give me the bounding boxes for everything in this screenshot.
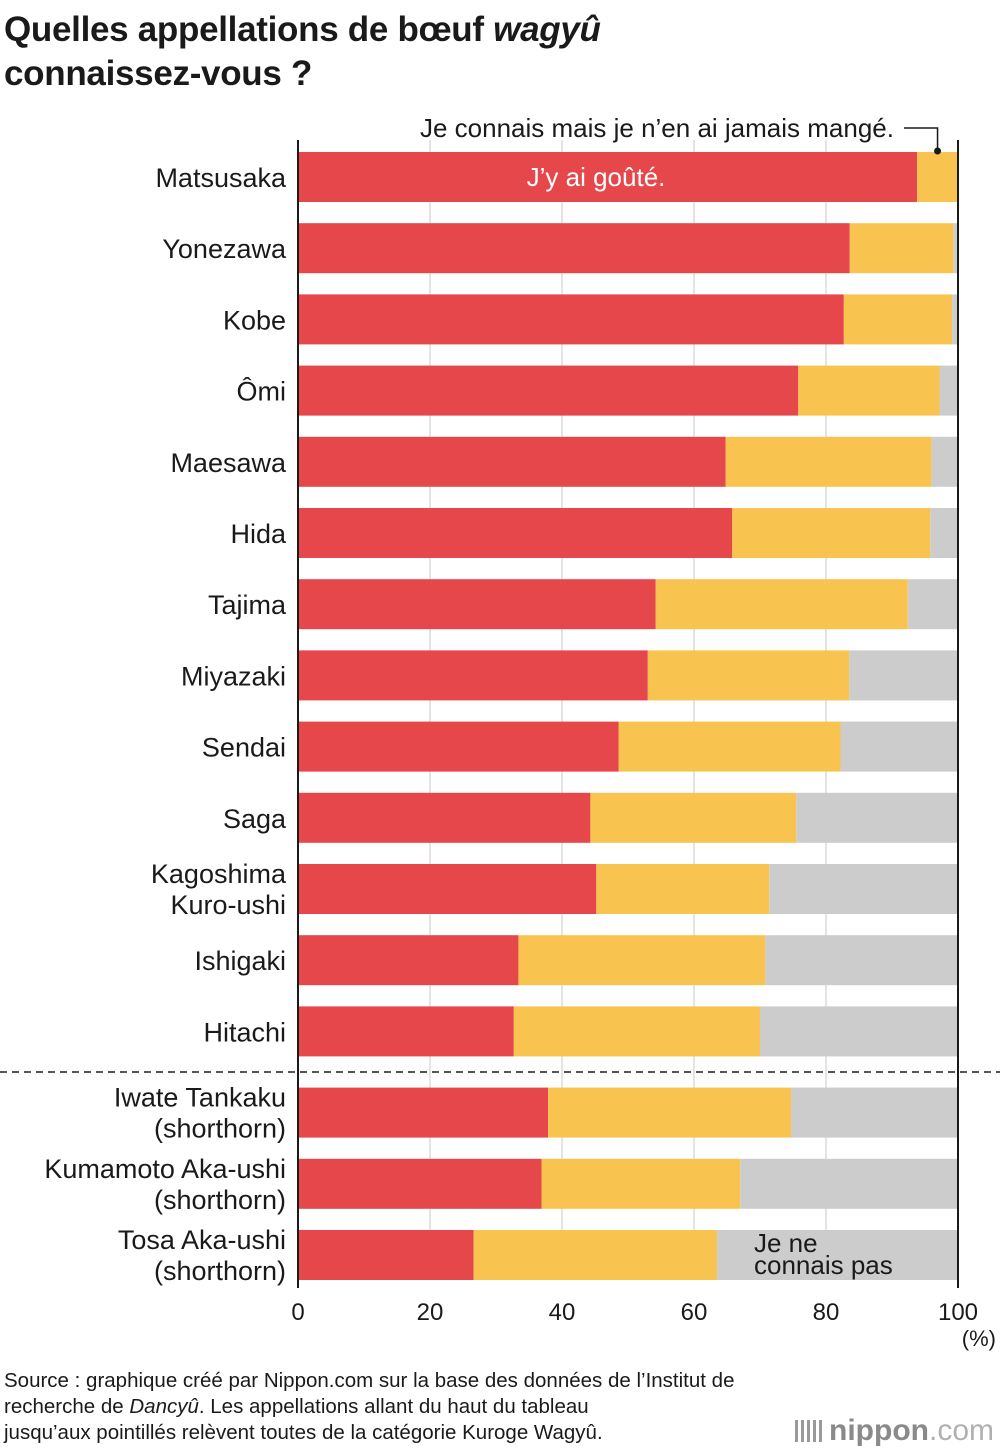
logo-bars-icon (795, 1420, 824, 1442)
bar-segment (939, 365, 958, 416)
chart-title: Quelles appellations de bœuf wagyû conna… (4, 8, 994, 96)
bar-segment (717, 1230, 958, 1280)
bar-segment (655, 579, 908, 630)
x-tick-label: 40 (549, 1299, 576, 1326)
bar-segment (541, 1158, 741, 1209)
bar-segment (917, 152, 958, 202)
bar-segment (952, 294, 958, 345)
category-label: Sendai (202, 733, 286, 763)
bar-segment (732, 508, 931, 558)
bar-segment (298, 864, 597, 914)
x-unit-label: (%) (962, 1326, 996, 1351)
category-label: Tosa Aka-ushi (118, 1225, 286, 1255)
bar-segment (791, 1087, 958, 1138)
bar-segment (740, 1158, 958, 1209)
category-label: Ômi (237, 376, 287, 407)
bar-segment (473, 1230, 718, 1280)
bar-segment (518, 935, 766, 986)
category-label: Iwate Tankaku (114, 1083, 286, 1113)
bar-segment (298, 1087, 549, 1138)
x-tick-label: 20 (417, 1299, 444, 1326)
bar-segment (298, 1158, 542, 1209)
bar-segment (725, 436, 932, 487)
category-label: Kumamoto Aka-ushi (44, 1154, 286, 1184)
x-tick-label: 0 (291, 1299, 304, 1326)
bar-segment (298, 721, 619, 772)
category-label: Kobe (223, 305, 286, 335)
bar-segment (298, 365, 799, 416)
category-label: Tajima (208, 590, 287, 620)
leader-dot (934, 147, 942, 155)
x-tick-label: 60 (681, 1299, 708, 1326)
bar-segment (843, 294, 953, 345)
bar-segment (298, 294, 844, 345)
category-label: Kagoshima (151, 859, 287, 889)
category-label: Miyazaki (181, 661, 286, 691)
leader-line (904, 127, 939, 150)
bar-segment (548, 1087, 792, 1138)
source-text: recherche de (4, 1395, 130, 1418)
title-text: Quelles appellations de bœuf (4, 10, 494, 49)
series-label-unknown: connais pas (754, 1250, 893, 1280)
category-label: (shorthorn) (154, 1185, 286, 1215)
bar-segment (298, 1006, 514, 1057)
bar-segment (618, 721, 841, 772)
bar-segment (953, 223, 958, 274)
bar-segment (298, 650, 648, 701)
bar-segment (907, 579, 958, 630)
bar-segment (298, 436, 726, 487)
logo-domain: .com (928, 1414, 994, 1447)
stacked-bar-chart: Matsusaka Yonezawa Kobe Ômi Maesawa Hida Tajim… (0, 113, 1000, 1351)
bar-segment (596, 864, 770, 914)
bar-segment (513, 1006, 760, 1057)
source-line-3: jusqu’aux pointillés relèvent toutes de … (4, 1421, 603, 1444)
bar-segment (298, 508, 733, 558)
series-label-unknown: Je ne (754, 1228, 818, 1258)
source-line-1: Source : graphique créé par Nippon.com s… (4, 1369, 735, 1392)
bar-segment (760, 1006, 958, 1057)
bar-segment (769, 864, 958, 914)
bar-segment (298, 223, 850, 274)
bar-segment (931, 436, 958, 487)
category-label: (shorthorn) (154, 1114, 286, 1144)
category-label: Ishigaki (194, 946, 286, 976)
category-label: Maesawa (170, 448, 287, 478)
bar-segment (298, 1230, 474, 1280)
bar-segment (298, 935, 519, 986)
bar-segment (647, 650, 850, 701)
source-note: Source : graphique créé par Nippon.com s… (4, 1368, 764, 1446)
title-italic-word: wagyû (493, 10, 601, 49)
bar-segment (798, 365, 940, 416)
source-italic: Dancyû (129, 1395, 199, 1418)
category-label: Hitachi (203, 1017, 286, 1047)
logo-word: nippon (829, 1414, 929, 1447)
title-line-1: Quelles appellations de bœuf wagyû (4, 8, 994, 52)
bar-segment (590, 792, 797, 843)
bar-segment (298, 792, 591, 843)
category-label: Saga (223, 804, 287, 834)
bar-segment (840, 721, 958, 772)
category-label: Matsusaka (155, 163, 287, 193)
bar-segment (298, 152, 918, 202)
category-label: Kuro-ushi (170, 890, 286, 920)
bar-segment (849, 223, 954, 274)
nippon-logo: nippon.com (795, 1414, 994, 1448)
category-label: Hida (230, 519, 287, 549)
series-label-tasted: J’y ai goûté. (527, 162, 666, 192)
x-tick-label: 100 (938, 1299, 978, 1326)
bar-segment (765, 935, 958, 986)
bar-segment (930, 508, 958, 558)
bar-segment (298, 579, 656, 630)
bar-segment (849, 650, 958, 701)
bar-segment (796, 792, 958, 843)
source-text: . Les appellations allant du haut du tab… (198, 1395, 589, 1418)
category-label: Yonezawa (162, 234, 287, 264)
title-line-2: connaissez-vous ? (4, 54, 313, 93)
category-label: (shorthorn) (154, 1256, 286, 1286)
series-label-known: Je connais mais je n’en ai jamais mangé. (420, 113, 894, 143)
x-tick-label: 80 (813, 1299, 840, 1326)
source-line-2: recherche de Dancyû. Les appellations al… (4, 1394, 764, 1420)
